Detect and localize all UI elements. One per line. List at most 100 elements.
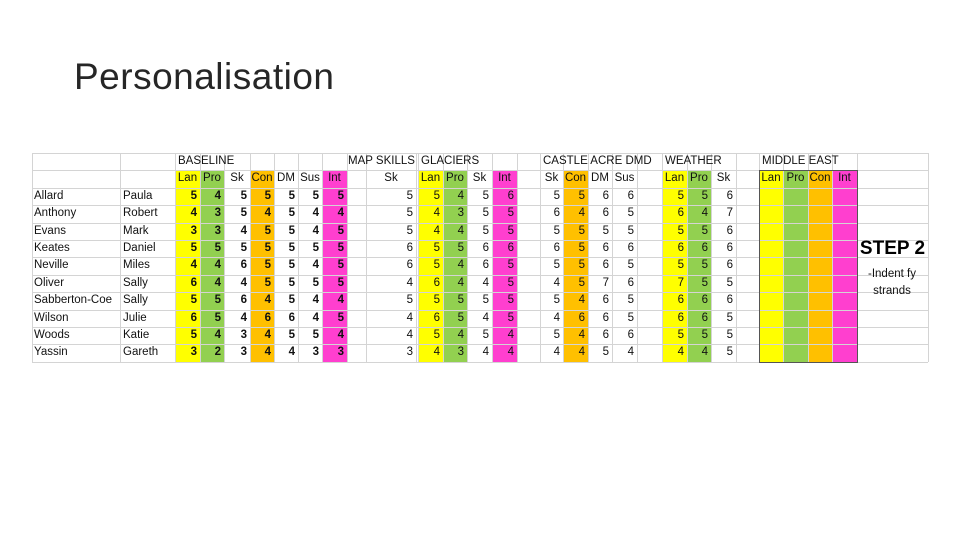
- score: 5: [240, 207, 247, 220]
- score: 5: [507, 294, 514, 307]
- score: 5: [433, 242, 440, 254]
- score: 6: [726, 189, 733, 202]
- score: 4: [312, 294, 319, 307]
- score: 6: [677, 311, 684, 324]
- grid-line: [492, 153, 493, 362]
- score: 4: [482, 276, 489, 289]
- score: 5: [433, 294, 440, 307]
- grid-line: [808, 153, 809, 362]
- column-highlight: [443, 170, 467, 362]
- grid-line: [274, 153, 275, 362]
- score: 4: [677, 346, 684, 359]
- score: 4: [264, 346, 271, 359]
- first-name: Gareth: [123, 346, 159, 359]
- score: 4: [337, 329, 344, 341]
- score: 5: [701, 276, 708, 289]
- column-header: DM: [591, 172, 609, 185]
- column-highlight: [783, 170, 808, 362]
- score: 5: [726, 329, 733, 341]
- column-header: Pro: [446, 172, 464, 185]
- score: 5: [602, 224, 609, 237]
- score: 5: [507, 276, 514, 289]
- score: 6: [406, 259, 413, 272]
- note-heading: STEP 2: [859, 238, 926, 259]
- group-header: GLACIERS: [421, 155, 480, 167]
- first-name: Julie: [123, 311, 147, 324]
- grid-line: [32, 327, 928, 328]
- score: 4: [507, 329, 514, 341]
- score: 4: [312, 259, 319, 272]
- column-highlight: [759, 170, 783, 362]
- grid-line: [443, 153, 444, 362]
- score: 6: [190, 276, 197, 289]
- column-header: Lan: [761, 172, 781, 185]
- score: 5: [337, 189, 344, 202]
- score: 5: [457, 311, 464, 324]
- score: 3: [337, 346, 344, 359]
- grid-line: [120, 153, 121, 362]
- score: 5: [433, 329, 440, 341]
- grid-line: [32, 292, 928, 294]
- column-highlight: [832, 170, 857, 362]
- grid-line: [175, 153, 176, 362]
- score: 6: [240, 259, 247, 272]
- column-highlight: [687, 170, 711, 362]
- score: 5: [457, 242, 464, 254]
- score: 4: [457, 224, 464, 237]
- score: 5: [264, 224, 271, 237]
- column-header: Pro: [690, 172, 708, 185]
- surname: Wilson: [34, 311, 69, 324]
- score: 5: [578, 259, 585, 272]
- score: 6: [627, 189, 634, 202]
- score: 6: [553, 207, 560, 220]
- score: 5: [578, 276, 585, 289]
- score: 5: [337, 276, 344, 289]
- score: 5: [264, 259, 271, 272]
- score: 5: [627, 311, 634, 324]
- score: 5: [240, 189, 247, 202]
- score: 4: [553, 276, 560, 289]
- score: 2: [214, 346, 221, 359]
- grid-line: [32, 344, 928, 346]
- score: 4: [240, 311, 247, 324]
- score: 6: [627, 276, 634, 289]
- score: 5: [264, 189, 271, 202]
- score: 5: [482, 189, 489, 202]
- score: 5: [288, 259, 295, 272]
- grid-line: [32, 257, 928, 259]
- score: 5: [312, 329, 319, 341]
- score: 6: [677, 207, 684, 220]
- score: 3: [190, 346, 197, 359]
- score: 4: [457, 259, 464, 272]
- grid-line: [517, 153, 518, 362]
- score: 4: [433, 346, 440, 359]
- score: 5: [190, 294, 197, 307]
- score: 4: [312, 311, 319, 324]
- grid-line: [32, 153, 928, 154]
- group-header: MAP SKILLS: [348, 155, 415, 167]
- score: 6: [602, 259, 609, 272]
- column-highlight: [322, 170, 347, 362]
- score: 6: [553, 242, 560, 254]
- score: 5: [553, 189, 560, 202]
- score: 4: [482, 346, 489, 359]
- score: 5: [337, 311, 344, 324]
- grid-line: [32, 205, 928, 207]
- score: 4: [433, 207, 440, 220]
- surname: Allard: [34, 189, 64, 202]
- column-header: Sk: [230, 172, 244, 185]
- score: 5: [482, 224, 489, 237]
- score: 5: [288, 276, 295, 289]
- score: 4: [578, 346, 585, 359]
- grid-line: [224, 153, 225, 362]
- column-highlight: [418, 170, 443, 362]
- score: 5: [264, 276, 271, 289]
- score: 4: [507, 346, 514, 359]
- first-name: Paula: [123, 189, 153, 202]
- score: 4: [406, 276, 413, 289]
- score: 6: [627, 329, 634, 341]
- note-text: -Indent fy strands: [868, 268, 916, 297]
- score: 5: [312, 242, 319, 254]
- score: 6: [627, 242, 634, 254]
